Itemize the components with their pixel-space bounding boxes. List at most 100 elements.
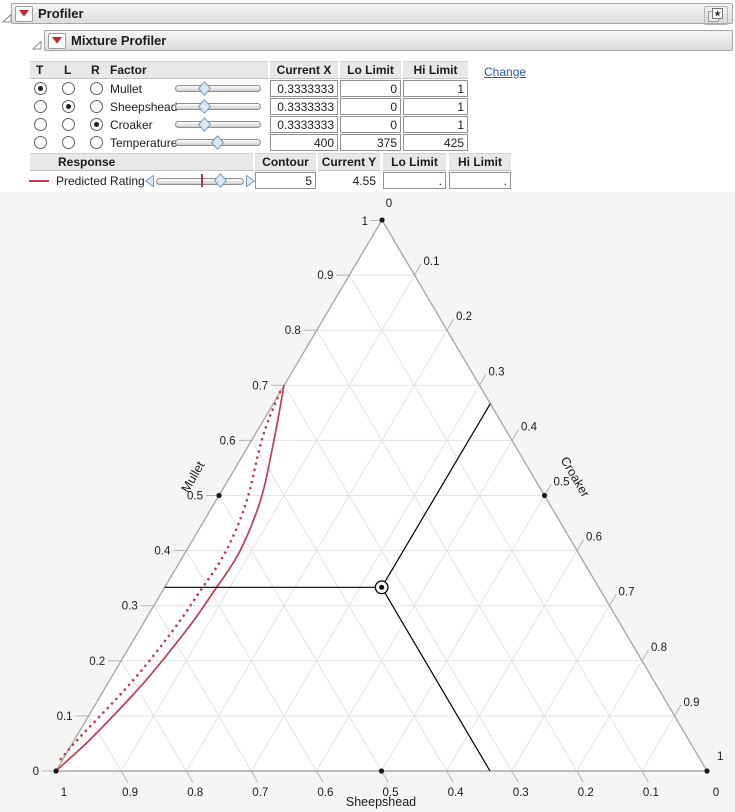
svg-text:0.8: 0.8: [285, 325, 301, 337]
hi-limit-field[interactable]: [403, 98, 468, 115]
radio-temperature-r[interactable]: [90, 136, 103, 149]
response-slider-thumb[interactable]: [214, 173, 228, 188]
mixture-profiler-title: Mixture Profiler: [71, 33, 167, 48]
bottom-axis-title: Sheepshead: [346, 795, 416, 809]
response-slider-left-arrow[interactable]: [144, 174, 155, 193]
svg-text:0.7: 0.7: [252, 787, 268, 799]
svg-text:0.6: 0.6: [220, 435, 236, 447]
current-x-field[interactable]: [270, 80, 338, 97]
current-x-field[interactable]: [270, 98, 338, 115]
hi-limit-field[interactable]: [403, 80, 468, 97]
red-triangle-menu-button[interactable]: [48, 32, 66, 49]
response-name: Predicted Rating: [56, 174, 145, 188]
radio-temperature-t[interactable]: [34, 136, 47, 149]
contour-field[interactable]: [255, 172, 316, 189]
contour-direction-dotted: [58, 390, 282, 762]
response-slider-track[interactable]: [156, 178, 244, 185]
red-triangle-icon: [19, 10, 29, 17]
sheepshead-slider-track[interactable]: [175, 103, 261, 110]
croaker-slider-thumb[interactable]: [197, 117, 211, 132]
radio-sheepshead-r[interactable]: [90, 100, 103, 113]
svg-text:1: 1: [61, 787, 67, 799]
current-y-value: 4.55: [352, 174, 376, 188]
radio-sheepshead-t[interactable]: [34, 100, 47, 113]
response-color-swatch: [29, 180, 49, 182]
croaker-slider-track[interactable]: [175, 121, 261, 128]
factor-name: Temperature: [110, 136, 178, 150]
svg-text:0: 0: [386, 198, 392, 210]
svg-text:0.5: 0.5: [383, 787, 399, 799]
factor-name: Croaker: [110, 118, 153, 132]
response-header-cell: [30, 153, 253, 171]
response-slider-right-arrow[interactable]: [245, 174, 256, 193]
svg-text:0.7: 0.7: [252, 380, 268, 392]
svg-text:0.3: 0.3: [122, 601, 138, 613]
disclosure-triangle-icon[interactable]: [31, 37, 42, 55]
current-x-field[interactable]: [270, 116, 338, 133]
svg-text:0.6: 0.6: [586, 532, 602, 544]
svg-text:0: 0: [33, 766, 39, 778]
svg-text:0.1: 0.1: [57, 711, 73, 723]
col-r-label: R: [91, 63, 100, 77]
svg-text:0.4: 0.4: [154, 546, 171, 558]
sheepshead-slider-thumb[interactable]: [197, 99, 211, 114]
change-link[interactable]: Change: [484, 65, 527, 79]
current-x-field[interactable]: [270, 134, 338, 151]
current-x-header: Current X: [270, 61, 338, 79]
svg-text:0: 0: [713, 787, 719, 799]
hi-limit-field[interactable]: [403, 134, 468, 151]
svg-text:0.7: 0.7: [619, 587, 635, 599]
svg-text:0.9: 0.9: [122, 787, 138, 799]
current-y-header: Current Y: [318, 153, 380, 171]
ternary-tick-labels: 0.1 0.1 0.1 0.2 0.2 0.2 0.3 0.3 0.3 0.4 0.4 0.4 0.5 0…: [33, 198, 724, 799]
mullet-slider-track[interactable]: [175, 85, 261, 92]
svg-text:0.4: 0.4: [448, 787, 465, 799]
radio-croaker-t[interactable]: [34, 118, 47, 131]
svg-text:0.3: 0.3: [513, 787, 529, 799]
radio-sheepshead-l[interactable]: [62, 100, 75, 113]
bookmark-button[interactable]: ★: [704, 6, 728, 25]
col-t-label: T: [36, 63, 44, 77]
ternary-plot[interactable]: 0.1 0.1 0.1 0.2 0.2 0.2 0.3 0.3 0.3 0.4 0.4 0.4 0.5 0…: [0, 192, 735, 812]
factor-name: Sheepshead: [110, 100, 178, 114]
svg-text:0.1: 0.1: [643, 787, 659, 799]
hi-limit-field[interactable]: [403, 116, 468, 133]
lo-limit-field[interactable]: [340, 98, 401, 115]
svg-text:0.3: 0.3: [489, 366, 505, 378]
lo-limit-field[interactable]: [340, 80, 401, 97]
svg-text:0.1: 0.1: [424, 256, 440, 268]
hi-limit-header: Hi Limit: [403, 61, 468, 79]
bookmark-pages-icon: ★: [708, 8, 723, 22]
radio-temperature-l[interactable]: [62, 136, 75, 149]
svg-text:0.2: 0.2: [578, 787, 594, 799]
lo-limit-field[interactable]: [340, 116, 401, 133]
contour-header: Contour: [255, 153, 316, 171]
svg-text:0.8: 0.8: [187, 787, 203, 799]
radio-mullet-t[interactable]: [34, 82, 47, 95]
factor-name: Mullet: [110, 82, 143, 96]
response-lo-limit-header: Lo Limit: [383, 153, 446, 171]
svg-text:0.9: 0.9: [317, 270, 333, 282]
svg-text:1: 1: [717, 751, 723, 763]
radio-mullet-l[interactable]: [62, 82, 75, 95]
mullet-slider-thumb[interactable]: [197, 81, 211, 96]
svg-text:0.8: 0.8: [651, 642, 667, 654]
svg-text:0.6: 0.6: [317, 787, 333, 799]
col-l-label: L: [64, 63, 72, 77]
response-lo-limit-field[interactable]: [383, 172, 446, 189]
col-factor-label: Factor: [110, 63, 147, 77]
ternary-ticks: [42, 220, 682, 783]
red-triangle-icon: [52, 37, 62, 44]
svg-text:0.5: 0.5: [554, 477, 570, 489]
svg-text:★: ★: [713, 9, 721, 19]
mixture-profiler-titlebar: Mixture Profiler: [44, 30, 733, 51]
radio-mullet-r[interactable]: [90, 82, 103, 95]
lo-limit-field[interactable]: [340, 134, 401, 151]
radio-croaker-r[interactable]: [90, 118, 103, 131]
radio-croaker-l[interactable]: [62, 118, 75, 131]
temperature-slider-thumb[interactable]: [210, 135, 224, 150]
response-hi-limit-field[interactable]: [449, 172, 511, 189]
contour-curve: [55, 384, 285, 772]
red-triangle-menu-button[interactable]: [15, 5, 33, 22]
